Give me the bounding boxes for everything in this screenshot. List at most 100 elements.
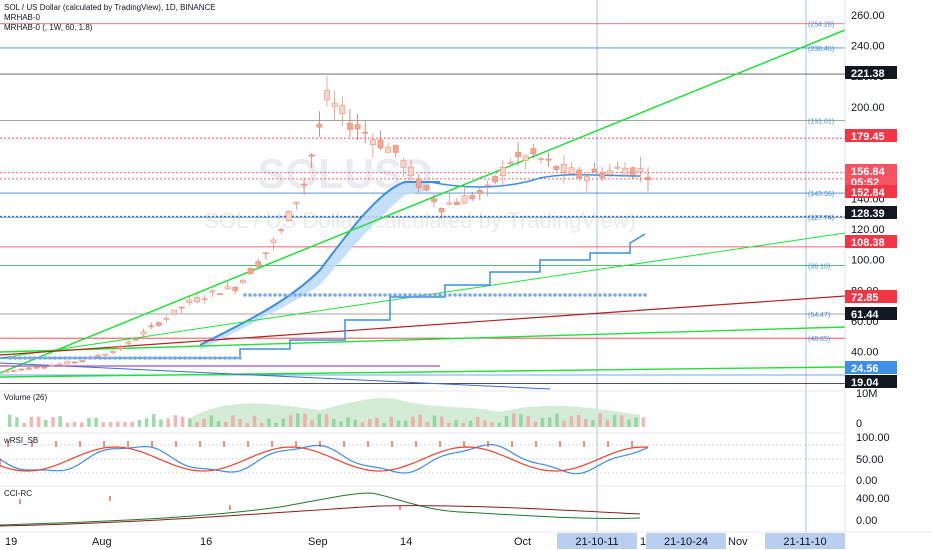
price-badge-label-10: 19.04: [851, 377, 879, 389]
volume-bar: [468, 420, 473, 427]
price-badge-label-9: 24.56: [851, 363, 879, 375]
indicator-legend-1[interactable]: MRHAB-0: [4, 13, 41, 22]
volume-bar: [332, 419, 336, 427]
volume-bar: [576, 415, 581, 427]
volume-bar: [288, 415, 293, 427]
cci-panel: [0, 485, 932, 527]
candle-body: [79, 360, 86, 362]
watermark-name: SOL / US Dollar (calculated by TradingVi…: [204, 208, 636, 233]
candle-body: [568, 167, 575, 174]
dot-row2-dot: [503, 293, 507, 297]
candle-body: [33, 366, 40, 369]
dot-row2-dot: [358, 293, 362, 297]
volume-bar: [627, 419, 631, 427]
volume-bar: [296, 413, 300, 427]
dot-row2-dot: [403, 293, 407, 297]
dot-row2-dot: [418, 293, 422, 297]
price-badge-5: [845, 206, 897, 219]
volume-bar: [317, 413, 322, 427]
candle-body: [194, 297, 200, 303]
candle-body: [10, 370, 17, 372]
level-label-3: (143.56): [808, 191, 834, 198]
price-badge-label-4: 152.84: [851, 187, 886, 199]
dot-row1-dot: [168, 356, 172, 360]
x-tick-label: 14: [400, 536, 412, 548]
wrsi-panel-label[interactable]: wRSI_SB: [4, 436, 39, 445]
volume-panel-label[interactable]: Volume (26): [4, 393, 48, 402]
dot-row1-dot: [178, 356, 182, 360]
volume-bar: [382, 422, 386, 427]
volume-bar: [605, 419, 610, 427]
volume-bar: [598, 413, 602, 427]
x-tick-label: Nov: [728, 536, 748, 548]
volume-bar: [555, 413, 559, 427]
dot-row2-dot: [523, 293, 527, 297]
candle-body: [499, 166, 506, 177]
panel-y-tick: 0: [856, 418, 862, 430]
dot-row2-dot: [448, 293, 452, 297]
dot-row2-dot: [313, 293, 317, 297]
dot-row2-dot: [598, 293, 602, 297]
volume-bar: [94, 417, 98, 427]
y-tick-label: 200.00: [851, 102, 885, 114]
candle-body: [247, 268, 254, 275]
dot-row1-dot: [143, 356, 147, 360]
dot-row1-dot: [193, 356, 197, 360]
volume-bar: [432, 415, 437, 427]
candle-body: [217, 293, 223, 295]
candle-body: [41, 366, 48, 369]
y-tick-label: 260.00: [851, 10, 885, 22]
volume-bar: [346, 417, 350, 427]
axes: 260.00240.00220.00200.00180.00160.00140.…: [844, 0, 932, 532]
candle-body: [606, 170, 613, 175]
candle-body: [454, 202, 460, 205]
volume-bar: [44, 420, 48, 427]
level-label-7: (48.65): [808, 336, 830, 343]
dot-row1-dot: [133, 356, 137, 360]
volume-bar: [447, 422, 451, 427]
dot-row2-dot: [398, 293, 402, 297]
candle-body: [530, 148, 537, 155]
indicator-legend-2[interactable]: MRHAB-0 (, 1W, 60, 1.8): [4, 23, 93, 32]
trendline-4: [0, 295, 846, 356]
dot-row2-dot: [473, 293, 477, 297]
price-badge-label-7: 72.85: [851, 292, 879, 304]
candle-body: [316, 124, 323, 128]
dot-row2-dot: [303, 293, 307, 297]
volume-bar: [202, 418, 206, 427]
level-label-4: (127.74): [808, 215, 834, 222]
candle-body: [278, 229, 284, 232]
candle-body: [645, 177, 651, 180]
level-label-2: (191.01): [808, 118, 834, 125]
candle-body: [224, 286, 231, 290]
dot-row1-dot: [13, 356, 17, 360]
volume-bar: [281, 418, 286, 427]
candle-body: [110, 350, 116, 353]
volume-bar: [526, 415, 530, 427]
volume-bar: [195, 421, 199, 427]
dot-row1-dot: [163, 356, 167, 360]
dot-row1-dot: [213, 356, 217, 360]
candle-body: [308, 154, 315, 157]
level-label-5: (96.10): [808, 264, 830, 271]
volume-bar: [72, 421, 77, 427]
dot-row1-dot: [93, 356, 97, 360]
level-label-6: (64.47): [808, 312, 830, 319]
x-tick-label: Sep: [308, 536, 328, 548]
cci-panel-label[interactable]: CCI-RC: [4, 489, 32, 498]
dot-row2-dot: [458, 293, 462, 297]
level-label-0: (254.28): [808, 22, 834, 29]
volume-bar: [584, 419, 588, 427]
candle-body: [461, 195, 468, 204]
candle-body: [492, 176, 498, 183]
volume-bar: [476, 416, 480, 427]
dot-row2-dot: [578, 293, 582, 297]
x-highlight-box-0: [557, 533, 637, 549]
dot-row1-dot: [123, 356, 127, 360]
candles: [3, 76, 651, 373]
volume-bar: [461, 422, 466, 427]
x-highlight-box-1: [646, 533, 726, 549]
dot-row2-dot: [633, 293, 637, 297]
y-tick-label: 100.00: [851, 255, 885, 267]
